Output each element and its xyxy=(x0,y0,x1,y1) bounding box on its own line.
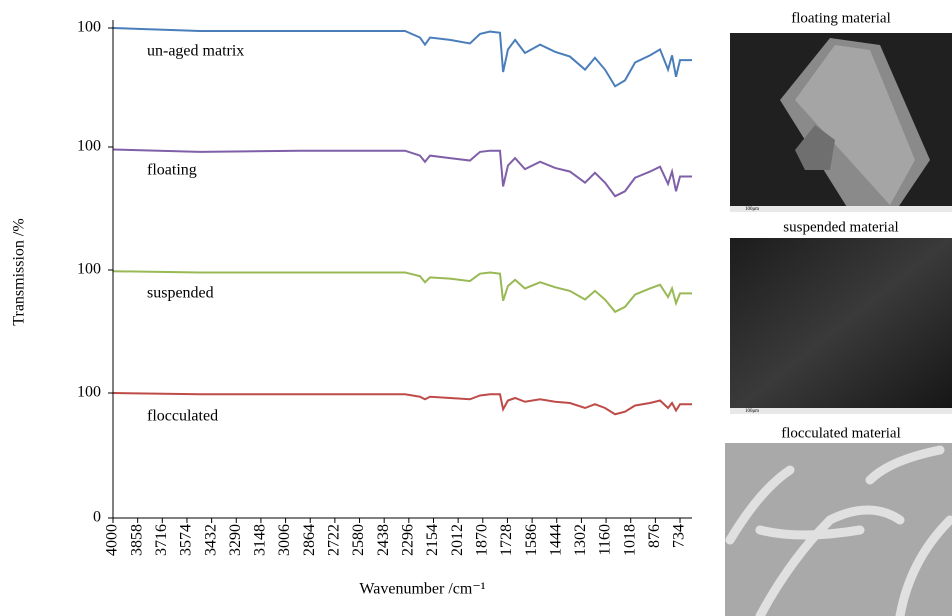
x-tick-label: 2154 xyxy=(424,524,441,556)
spectrum-line xyxy=(112,270,692,314)
x-tick-label: 1160 xyxy=(597,524,614,555)
y-tick-label: 0 xyxy=(93,509,101,526)
y-tick-label: 100 xyxy=(77,138,101,155)
x-tick-label: 876 xyxy=(646,524,663,548)
x-tick-label: 3858 xyxy=(128,524,145,556)
x-tick-label: 2438 xyxy=(375,524,392,556)
sem-image xyxy=(730,238,952,414)
x-tick-label: 3148 xyxy=(252,524,269,556)
series-label: un-aged matrix xyxy=(147,43,244,60)
scale-bar-strip xyxy=(730,206,952,212)
spectrum-line xyxy=(112,27,692,88)
series-label: flocculated xyxy=(147,408,218,425)
x-tick-label: 2296 xyxy=(400,524,417,556)
series-label: suspended xyxy=(147,285,214,302)
x-tick-label: 2722 xyxy=(326,524,343,556)
x-tick-label: 3432 xyxy=(202,524,219,556)
series-label: floating xyxy=(147,162,197,179)
scale-label: 100μm xyxy=(745,409,759,414)
x-tick-label: 3574 xyxy=(178,524,195,556)
x-tick-label: 1018 xyxy=(621,524,638,556)
y-tick-label: 100 xyxy=(77,261,101,278)
x-tick-label: 1302 xyxy=(572,524,589,556)
scale-label: 100μm xyxy=(745,207,759,212)
x-tick-label: 3006 xyxy=(276,524,293,556)
x-tick-label: 2580 xyxy=(350,524,367,556)
x-tick-label: 3716 xyxy=(153,524,170,556)
x-tick-label: 2864 xyxy=(301,524,318,556)
x-tick-label: 3290 xyxy=(227,524,244,556)
x-tick-label: 1444 xyxy=(547,524,564,556)
image-caption: floating material xyxy=(791,10,891,26)
sem-fibers xyxy=(725,445,952,616)
x-tick-label: 1728 xyxy=(498,524,515,556)
y-tick-label: 100 xyxy=(77,19,101,36)
y-axis-title: Transmission /% xyxy=(11,218,28,325)
x-tick-label: 4000 xyxy=(104,524,121,556)
image-caption: suspended material xyxy=(783,219,898,235)
x-tick-label: 1870 xyxy=(473,524,490,556)
scale-bar-strip xyxy=(730,408,952,414)
sem-particle xyxy=(780,38,930,212)
spectrum-line xyxy=(112,392,692,416)
spectrum-line xyxy=(112,148,692,198)
x-axis-title: Wavenumber /cm⁻¹ xyxy=(359,581,485,598)
x-tick-label: 2012 xyxy=(449,524,466,556)
x-tick-label: 1586 xyxy=(523,524,540,556)
image-caption: flocculated material xyxy=(781,425,901,441)
y-tick-label: 100 xyxy=(77,384,101,401)
x-tick-label: 734 xyxy=(671,524,688,548)
